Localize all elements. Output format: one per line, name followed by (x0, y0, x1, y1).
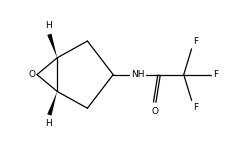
Text: F: F (192, 103, 198, 112)
Polygon shape (47, 34, 57, 58)
Text: F: F (212, 70, 217, 79)
Text: NH: NH (130, 70, 144, 79)
Text: H: H (45, 119, 52, 128)
Text: O: O (150, 107, 158, 116)
Text: O: O (28, 70, 35, 79)
Polygon shape (47, 91, 57, 116)
Text: H: H (45, 21, 52, 30)
Text: F: F (192, 37, 198, 46)
